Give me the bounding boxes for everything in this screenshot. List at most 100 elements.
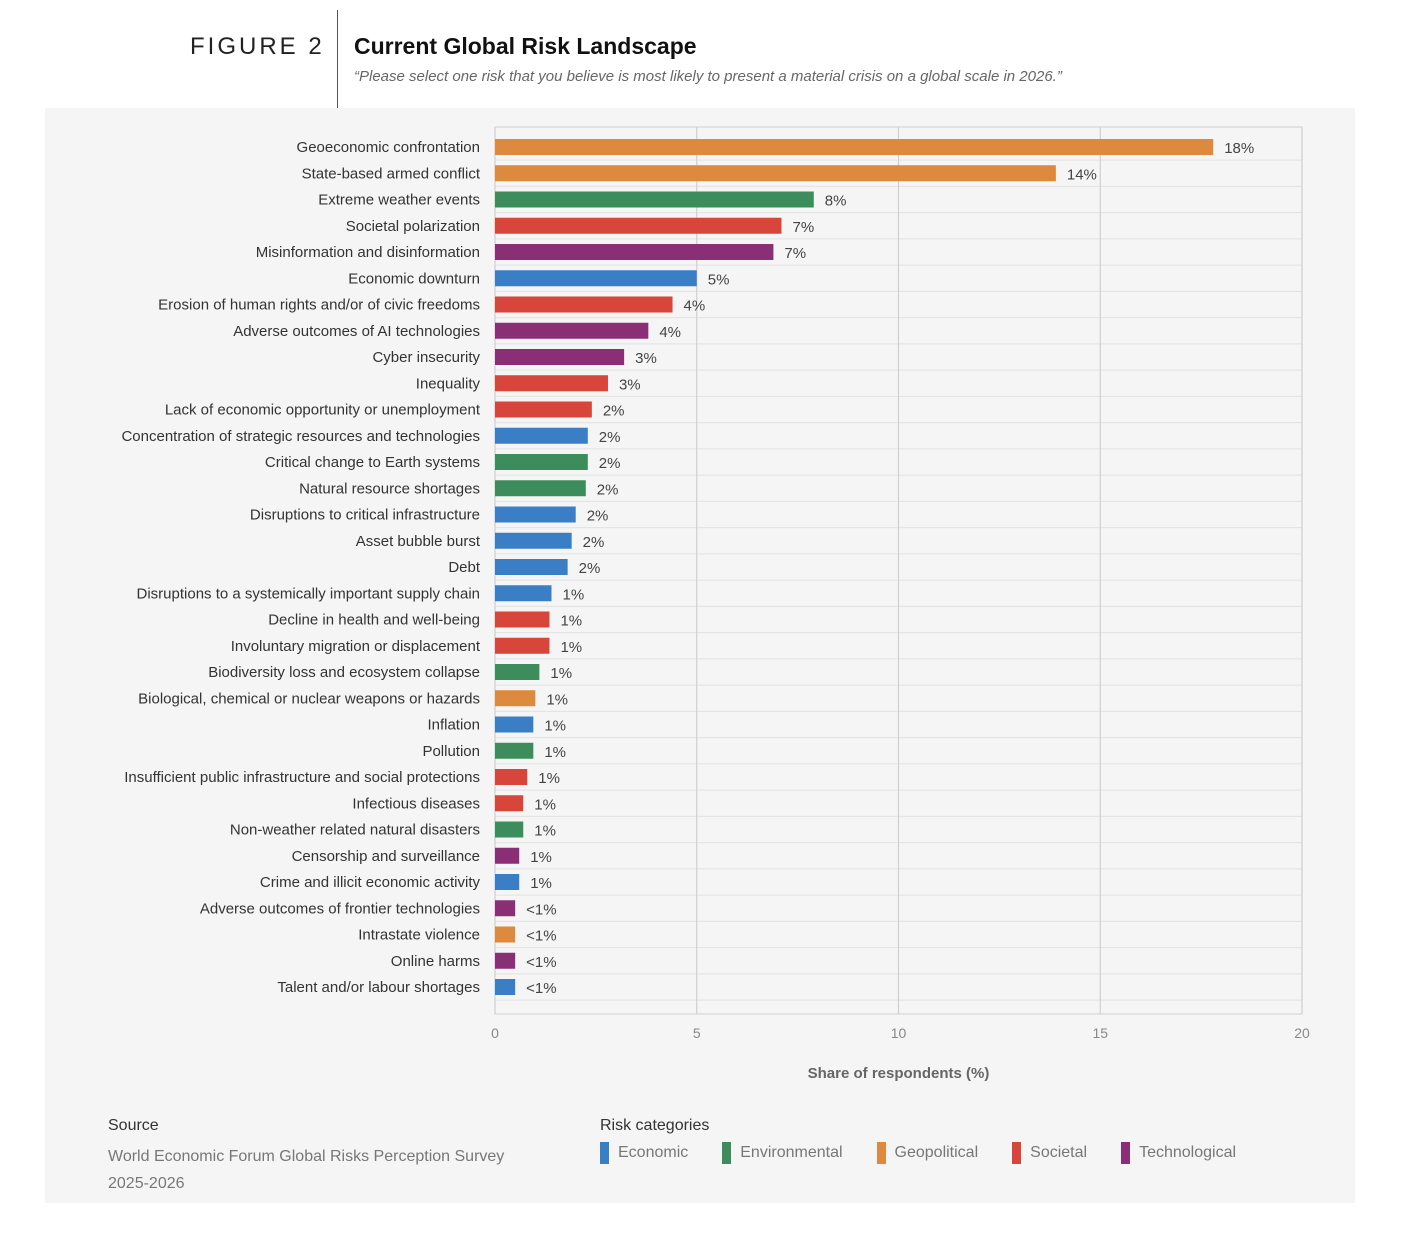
bar	[495, 716, 534, 733]
value-label: 7%	[784, 245, 806, 262]
bar	[495, 217, 782, 234]
value-label: 3%	[619, 376, 641, 393]
value-label: 1%	[560, 613, 582, 630]
bar	[495, 506, 576, 523]
bar	[495, 270, 697, 287]
category-label: State-based armed conflict	[302, 165, 481, 182]
value-label: 2%	[599, 455, 621, 472]
value-label: <1%	[526, 928, 556, 945]
value-label: 1%	[534, 823, 556, 840]
bar	[495, 349, 625, 365]
bar	[495, 874, 520, 890]
source-label: Source	[108, 1117, 159, 1134]
category-label: Intrastate violence	[358, 927, 480, 944]
bar	[495, 480, 586, 497]
legend-label: Geopolitical	[894, 1144, 979, 1161]
value-label: 1%	[544, 744, 566, 761]
value-label: 2%	[587, 508, 609, 525]
legend-swatch	[1012, 1142, 1022, 1164]
bar	[495, 139, 1214, 155]
category-label: Online harms	[391, 953, 480, 970]
bar	[495, 979, 516, 995]
category-label: Cyber insecurity	[372, 349, 480, 366]
category-label: Geoeconomic confrontation	[297, 139, 480, 156]
bar	[495, 952, 516, 969]
bar	[495, 296, 673, 313]
bar	[495, 454, 588, 470]
value-label: 1%	[562, 586, 584, 603]
category-label: Disruptions to critical infrastructure	[250, 507, 480, 524]
category-label: Talent and/or labour shortages	[277, 979, 480, 996]
bar	[495, 532, 572, 549]
value-label: 1%	[530, 849, 552, 866]
bar	[495, 585, 552, 602]
legend-item-economic: Economic	[600, 1142, 688, 1164]
bar	[495, 165, 1056, 182]
value-label: 1%	[544, 718, 566, 735]
value-label: 2%	[583, 534, 605, 551]
category-label: Asset bubble burst	[356, 533, 481, 550]
category-label: Disruptions to a systemically important …	[137, 585, 480, 602]
category-label: Lack of economic opportunity or unemploy…	[165, 402, 481, 419]
category-label: Erosion of human rights and/or of civic …	[158, 297, 480, 314]
legend-item-geopolitical: Geopolitical	[876, 1142, 979, 1164]
category-label: Economic downturn	[348, 270, 480, 287]
source-text: World Economic Forum Global Risks Percep…	[108, 1148, 505, 1192]
legend-label: Environmental	[740, 1144, 843, 1161]
legend-swatch	[722, 1142, 732, 1164]
category-label: Non-weather related natural disasters	[230, 822, 480, 839]
bar	[495, 742, 534, 759]
value-label: 2%	[603, 403, 625, 420]
value-label: <1%	[526, 980, 556, 997]
value-label: 1%	[546, 691, 568, 708]
bar	[495, 427, 588, 444]
category-label: Pollution	[422, 743, 480, 760]
value-label: 3%	[635, 350, 657, 367]
value-label: 4%	[684, 298, 706, 315]
x-axis-label: Share of respondents (%)	[808, 1065, 990, 1082]
category-label: Insufficient public infrastructure and s…	[124, 769, 480, 786]
legend-swatch	[876, 1142, 886, 1164]
title-divider	[337, 10, 338, 108]
legend-label: Societal	[1030, 1144, 1088, 1161]
legend-swatch	[1121, 1142, 1131, 1164]
category-label: Decline in health and well-being	[268, 612, 480, 629]
value-label: 5%	[708, 271, 730, 288]
bar	[495, 559, 568, 575]
bar	[495, 244, 774, 260]
value-label: 2%	[597, 481, 619, 498]
x-tick-label: 10	[891, 1025, 907, 1041]
category-label: Extreme weather events	[318, 192, 480, 209]
legend-swatch	[600, 1142, 609, 1164]
bar	[495, 926, 516, 943]
x-tick-label: 0	[491, 1025, 499, 1041]
value-label: <1%	[526, 954, 556, 971]
legend-label: Technological	[1139, 1144, 1237, 1161]
bar	[495, 375, 608, 392]
value-label: 2%	[599, 429, 621, 446]
value-label: 8%	[825, 193, 847, 210]
chart-subtitle: “Please select one risk that you believe…	[354, 68, 1062, 85]
bar	[495, 690, 536, 707]
category-label: Inflation	[427, 717, 480, 734]
category-label: Inequality	[416, 375, 481, 392]
category-label: Biodiversity loss and ecosystem collapse	[208, 664, 480, 681]
category-label: Adverse outcomes of AI technologies	[233, 323, 480, 340]
bar	[495, 769, 528, 785]
bar	[495, 900, 516, 917]
value-label: 4%	[659, 324, 681, 341]
legend-item-societal: Societal	[1012, 1142, 1087, 1164]
bar	[495, 401, 592, 418]
bar	[495, 611, 550, 628]
legend-label: Economic	[618, 1144, 689, 1161]
x-tick-label: 15	[1092, 1025, 1108, 1041]
legend-item-environmental: Environmental	[722, 1142, 843, 1164]
x-tick-label: 20	[1294, 1025, 1310, 1041]
figure-label: FIGURE 2	[190, 33, 325, 60]
chart-title: Current Global Risk Landscape	[354, 33, 697, 59]
legend-title: Risk categories	[600, 1117, 710, 1134]
category-label: Infectious diseases	[352, 795, 480, 812]
value-label: 18%	[1224, 140, 1254, 157]
value-label: 1%	[534, 796, 556, 813]
